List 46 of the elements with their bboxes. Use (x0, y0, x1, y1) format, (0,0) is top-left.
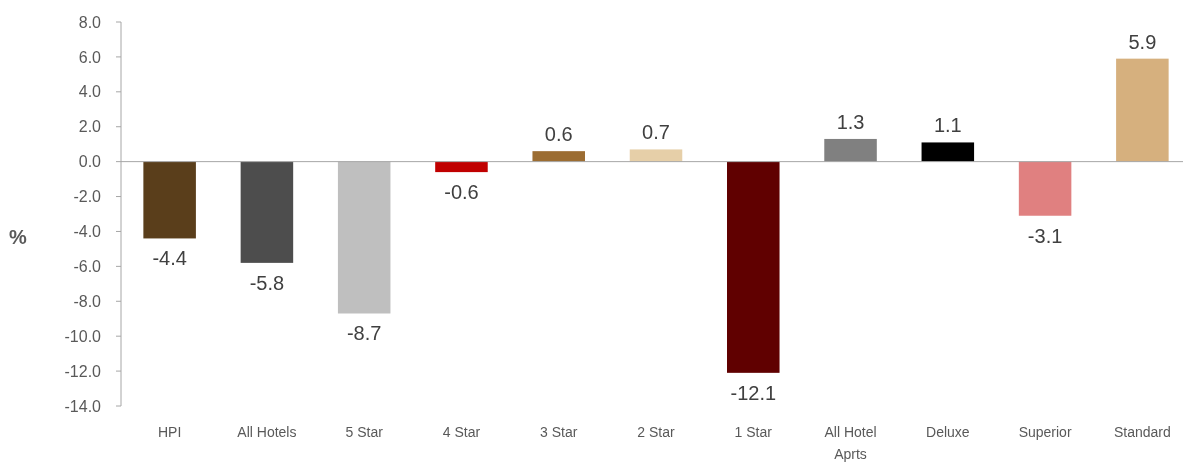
bar (1018, 161, 1072, 216)
data-label: 0.7 (642, 121, 670, 144)
bar (532, 151, 585, 162)
x-tick-label: All Hotels (237, 424, 297, 440)
x-tick-label: 1 Star (734, 424, 773, 440)
x-tick-label: All Hotel Aprts (824, 424, 877, 462)
y-tick-label: -4.0 (73, 223, 102, 241)
bar (921, 142, 975, 162)
y-axis-title: % (9, 226, 28, 248)
y-tick-label: 8.0 (78, 13, 102, 31)
bar (337, 161, 391, 314)
bar (1116, 58, 1169, 162)
x-tick-label: 4 Star (442, 424, 481, 440)
data-label: -5.8 (249, 271, 285, 294)
y-tick-label: -14.0 (64, 397, 102, 415)
data-label: -4.4 (152, 247, 187, 270)
data-label: -8.7 (346, 322, 382, 345)
data-label: -3.1 (1027, 224, 1063, 247)
data-label: -0.6 (444, 181, 479, 204)
x-tick-label: HPI (157, 424, 182, 440)
bar (629, 149, 683, 162)
y-tick-label: 2.0 (78, 118, 102, 136)
y-tick-label: -10.0 (64, 327, 102, 345)
data-label: 0.6 (544, 123, 573, 146)
y-tick-label: 4.0 (78, 83, 102, 101)
x-tick-label: Standard (1113, 424, 1171, 440)
y-tick-label: 6.0 (78, 48, 102, 66)
y-tick-label: 0.0 (78, 153, 102, 171)
bar (727, 161, 780, 373)
bar (240, 161, 294, 263)
bar (435, 161, 488, 173)
x-tick-label: 2 Star (637, 424, 676, 440)
y-tick-label: -6.0 (73, 257, 102, 275)
data-label: 5.9 (1128, 30, 1157, 53)
x-tick-label: Deluxe (926, 424, 970, 440)
bar (824, 138, 877, 162)
y-tick-label: -2.0 (73, 188, 102, 206)
x-tick-label: 5 Star (345, 424, 384, 440)
data-label: 1.1 (933, 114, 962, 137)
data-label: -12.1 (730, 381, 777, 404)
y-tick-label: -12.0 (64, 362, 102, 380)
x-tick-label: Superior (1018, 424, 1072, 440)
x-tick-label: 3 Star (540, 424, 578, 440)
data-label: 1.3 (836, 110, 865, 133)
y-tick-label: -8.0 (73, 292, 102, 310)
bar (143, 161, 196, 239)
